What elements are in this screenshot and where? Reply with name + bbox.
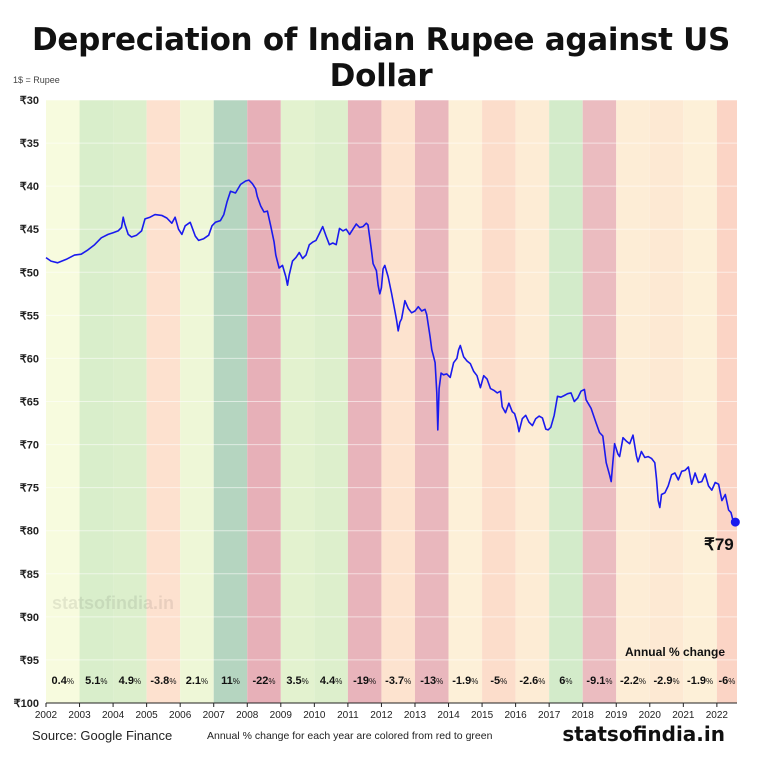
annual-change-2004: 4.9% [119, 675, 141, 687]
annual-change-2017: 6% [559, 675, 572, 687]
chart-title: Depreciation of Indian Rupee against US … [31, 22, 731, 94]
x-tick-label: 2019 [605, 710, 628, 721]
y-tick-label: ₹85 [20, 569, 39, 581]
x-tick-label: 2020 [639, 710, 662, 721]
x-tick-label: 2003 [68, 710, 91, 721]
x-tick-label: 2021 [672, 710, 695, 721]
x-tick-label: 2002 [35, 710, 58, 721]
x-tick-label: 2005 [136, 710, 159, 721]
x-tick-label: 2016 [504, 710, 527, 721]
source-note: Source: Google Finance [32, 728, 173, 743]
series-line [45, 179, 736, 523]
x-tick-label: 2010 [303, 710, 326, 721]
end-value-label: ₹79 [704, 535, 734, 554]
x-tick-label: 2013 [404, 710, 427, 721]
annual-change-2006: 2.1% [186, 675, 208, 687]
annual-change-2022: -6% [718, 675, 735, 687]
y-tick-label: ₹50 [20, 267, 39, 279]
y-axis-ticks: ₹30 ₹35 ₹40 ₹45 ₹50 ₹55 ₹60 ₹65 ₹70 ₹75 ₹80 ₹85 ₹90 ₹… [14, 95, 39, 710]
annual-change-2008: -22% [253, 675, 276, 687]
annual-change-2018: -9.1% [586, 675, 612, 687]
annual-change-2014: -1.9% [452, 675, 478, 687]
x-tick-label: 2006 [169, 710, 192, 721]
annual-change-2013: -13% [420, 675, 443, 687]
annual-change-2020: -2.9% [654, 675, 680, 687]
x-tick-label: 2011 [337, 710, 359, 721]
x-tick-label: 2009 [270, 710, 293, 721]
annual-change-2012: -3.7% [385, 675, 411, 687]
y-tick-label: ₹80 [20, 526, 39, 538]
x-tick-label: 2014 [437, 710, 460, 721]
annual-change-2019: -2.2% [620, 675, 646, 687]
y-tick-label: ₹60 [20, 353, 39, 365]
annual-change-2015: -5% [490, 675, 507, 687]
annual-change-labels: 0.4% 5.1% 4.9% -3.8% 2.1% 11% -22% 3.5% 4.4% -19%… [52, 675, 736, 687]
end-point-marker [730, 517, 740, 527]
y-tick-label: ₹100 [14, 698, 39, 710]
x-tick-label: 2012 [370, 710, 393, 721]
x-tick-label: 2022 [706, 710, 729, 721]
y-tick-label: ₹55 [20, 310, 39, 322]
y-tick-label: ₹40 [20, 181, 39, 193]
y-unit-label: 1$ = Rupee [13, 75, 60, 85]
annual-change-2010: 4.4% [320, 675, 342, 687]
y-tick-label: ₹35 [20, 138, 39, 150]
annual-change-2016: -2.6% [519, 675, 545, 687]
y-tick-label: ₹95 [20, 655, 39, 667]
y-tick-label: ₹70 [20, 440, 39, 452]
x-axis-ticks: 2002 2003 2004 2005 2006 2007 2008 2009 2010 2011… [35, 703, 729, 721]
watermark: statsofindia.in [52, 593, 175, 613]
y-tick-label: ₹30 [20, 95, 39, 107]
annual-change-2002: 0.4% [52, 675, 74, 687]
y-tick-label: ₹75 [20, 483, 39, 495]
annual-change-2021: -1.9% [687, 675, 713, 687]
x-tick-label: 2007 [203, 710, 226, 721]
annual-change-header: Annual % change [624, 645, 725, 659]
x-tick-label: 2015 [471, 710, 494, 721]
annual-change-2003: 5.1% [85, 675, 107, 687]
brand-logo: statsofindia.in [562, 722, 725, 746]
x-tick-label: 2018 [572, 710, 595, 721]
y-tick-label: ₹65 [20, 397, 39, 409]
annual-change-2007: 11% [221, 675, 240, 687]
y-tick-label: ₹45 [20, 224, 39, 236]
x-tick-label: 2008 [236, 710, 259, 721]
annual-change-2009: 3.5% [286, 675, 308, 687]
annual-change-2005: -3.8% [150, 675, 176, 687]
annual-change-2011: -19% [353, 675, 376, 687]
x-tick-label: 2017 [538, 710, 561, 721]
x-tick-label: 2004 [102, 710, 125, 721]
y-tick-label: ₹90 [20, 612, 39, 624]
color-footnote: Annual % change for each year are colore… [207, 730, 493, 742]
